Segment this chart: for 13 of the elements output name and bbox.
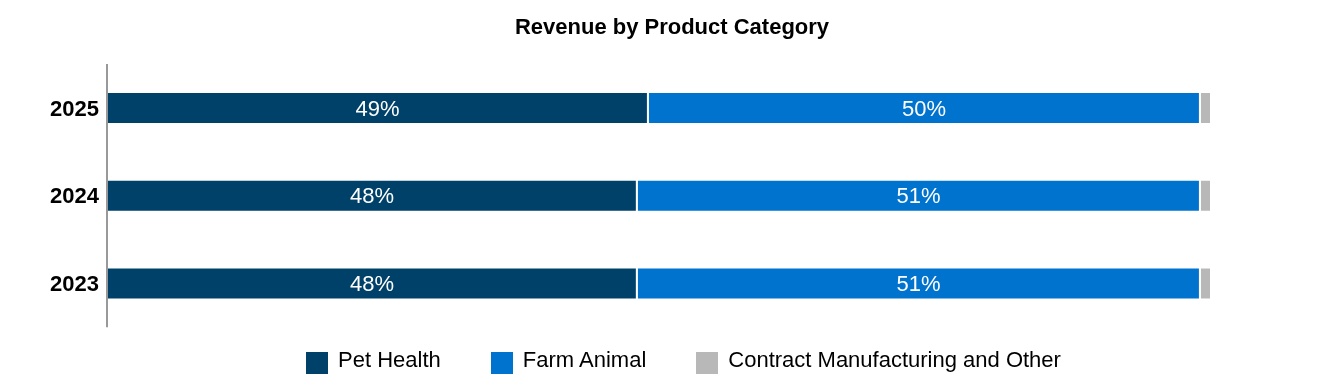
y-tick-label: 2024 (50, 183, 100, 209)
y-tick-label: 2025 (50, 95, 99, 121)
legend-label: Pet Health (338, 347, 441, 373)
data-label: 48% (349, 183, 394, 209)
data-label: 51% (896, 183, 941, 209)
data-label: 49% (355, 95, 400, 121)
y-tick-label: 2023 (50, 271, 99, 297)
data-label: 48% (349, 270, 394, 296)
chart-title: Revenue by Product Category (513, 14, 831, 41)
legend-label: Farm Animal (522, 347, 647, 373)
data-label: 50% (901, 95, 946, 121)
data-label: 51% (896, 270, 941, 296)
legend-label: Contract Manufacturing and Other (728, 347, 1061, 373)
